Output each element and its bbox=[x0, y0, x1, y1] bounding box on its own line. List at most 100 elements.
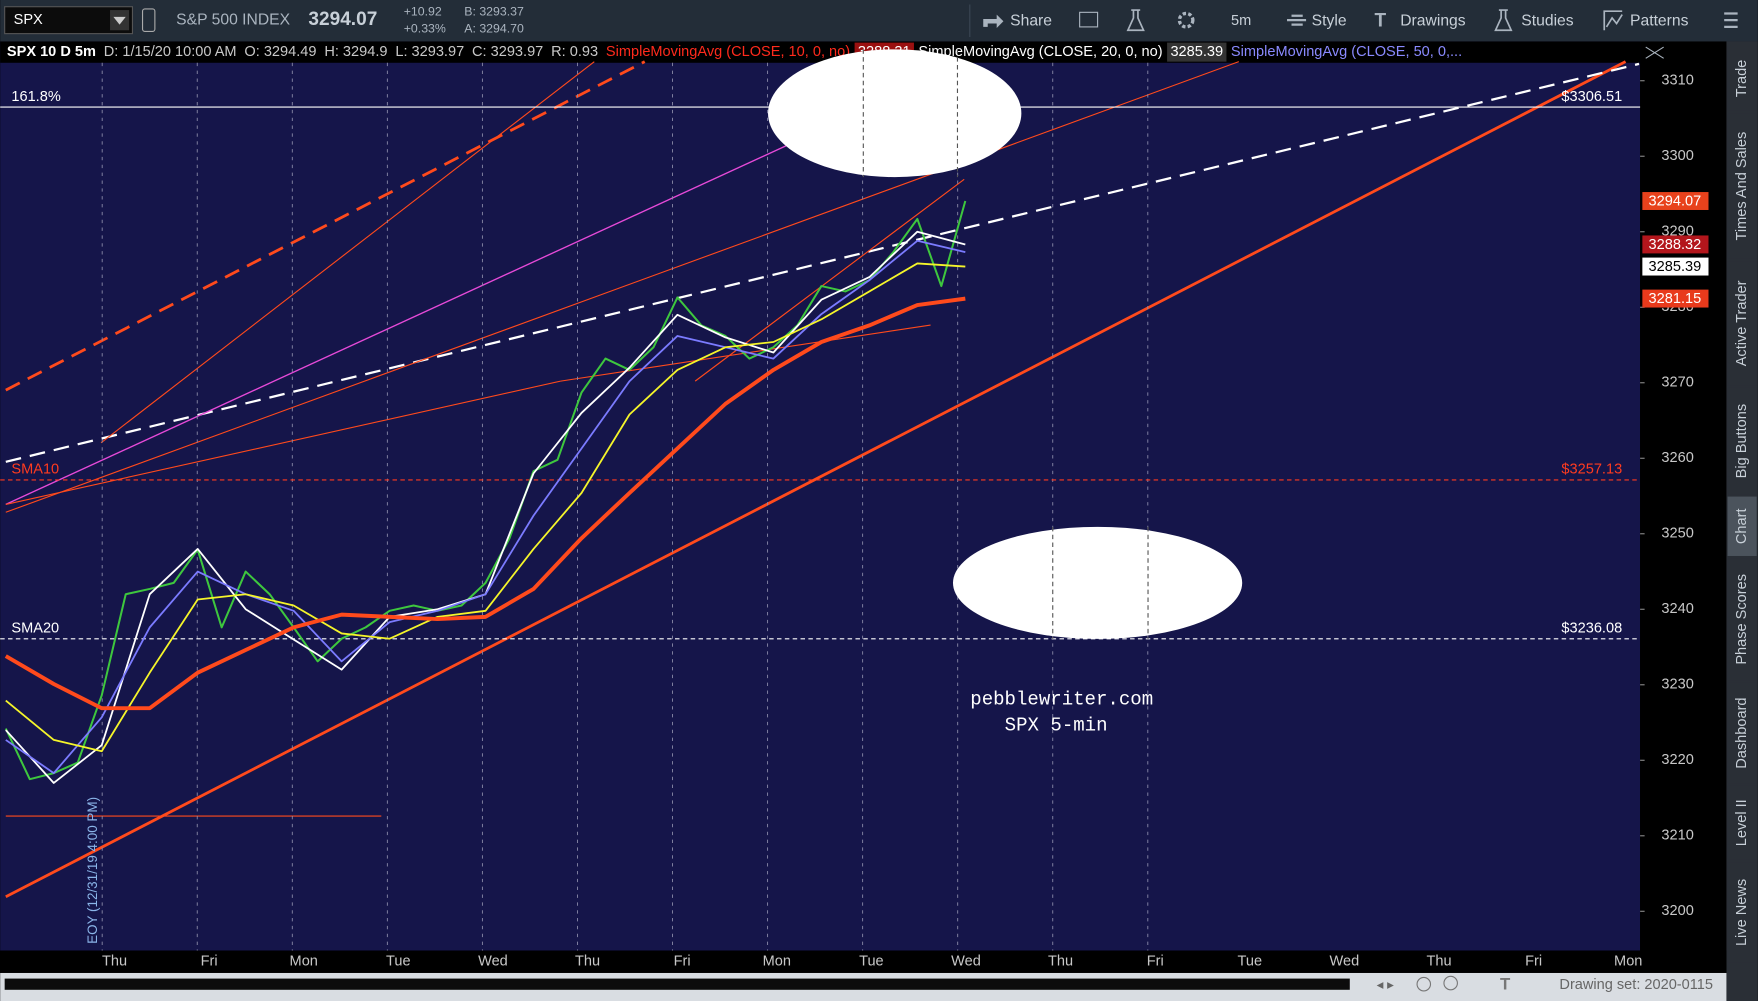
link-icon[interactable] bbox=[141, 8, 156, 32]
x-tick-label: Mon bbox=[290, 954, 318, 970]
style-button[interactable]: Style bbox=[1312, 12, 1347, 29]
symbol: SPX bbox=[14, 12, 43, 28]
x-tick-label: Wed bbox=[478, 954, 508, 970]
x-tick-label: Fri bbox=[1147, 954, 1164, 970]
trendline bbox=[5, 62, 1640, 463]
highlight-ellipse bbox=[952, 526, 1243, 639]
drawings-icon: T bbox=[1374, 10, 1386, 31]
trendline bbox=[5, 60, 1627, 898]
level-price: $3306.51 bbox=[1561, 89, 1622, 105]
y-tick-label: 3260 bbox=[1661, 450, 1693, 466]
scrollbar[interactable] bbox=[4, 978, 1350, 990]
price-tag bbox=[1642, 257, 1709, 276]
studies-button[interactable]: Studies bbox=[1521, 12, 1573, 29]
side-tab-label: Phase Scores bbox=[1734, 574, 1750, 665]
crosshair-icon[interactable] bbox=[1645, 46, 1664, 59]
price-tag-label: 3288.32 bbox=[1649, 237, 1702, 253]
y-tick-label: 3300 bbox=[1661, 148, 1693, 164]
patterns-button[interactable]: Patterns bbox=[1630, 12, 1689, 29]
price-tag-label: 3285.39 bbox=[1649, 259, 1702, 275]
trendline bbox=[5, 61, 1240, 513]
side-tab-label: Trade bbox=[1734, 60, 1750, 98]
side-tab-label: Big Buttons bbox=[1734, 404, 1750, 478]
header-sma20-value: 3285.39 bbox=[1170, 44, 1223, 60]
side-tab[interactable] bbox=[1727, 113, 1757, 259]
side-tab-label: Level II bbox=[1734, 799, 1750, 846]
timeframe-button[interactable]: 5m bbox=[1231, 13, 1251, 29]
side-tab[interactable] bbox=[1727, 45, 1757, 111]
instrument-name: S&P 500 INDEX bbox=[176, 11, 290, 28]
last-price: 3294.07 bbox=[308, 9, 377, 30]
trendline bbox=[5, 60, 646, 392]
price-axis bbox=[1640, 41, 1727, 951]
header-sma50: SimpleMovingAvg (CLOSE, 50, 0,... bbox=[1231, 44, 1462, 60]
series-line bbox=[5, 239, 966, 775]
side-tab[interactable] bbox=[1727, 496, 1757, 556]
pan-icon[interactable] bbox=[1416, 976, 1432, 992]
side-tab[interactable] bbox=[1727, 387, 1757, 495]
levels: 161.8% $3306.51 SMA10 $3257.13 SMA20 $3236.08 bbox=[0, 89, 1641, 640]
side-tab-label: Times And Sales bbox=[1734, 132, 1750, 241]
toolbar bbox=[0, 0, 1758, 42]
share-button[interactable]: Share bbox=[1010, 12, 1052, 29]
price-tag-label: 3294.07 bbox=[1649, 193, 1702, 209]
drawing-set: Drawing set: 2020-0115 bbox=[1559, 977, 1713, 993]
trendline bbox=[560, 324, 931, 382]
side-tab[interactable] bbox=[1727, 785, 1757, 860]
price-tag bbox=[1642, 235, 1709, 254]
side-tab[interactable] bbox=[1727, 862, 1757, 963]
share-icon bbox=[983, 14, 1004, 29]
y-tick-label: 3220 bbox=[1661, 752, 1693, 768]
change-percent: +0.33% bbox=[404, 21, 446, 35]
series-line bbox=[5, 262, 966, 753]
x-tick-label: Wed bbox=[1330, 954, 1360, 970]
side-tab[interactable] bbox=[1727, 682, 1757, 784]
x-tick-label: Mon bbox=[1614, 954, 1642, 970]
studies-icon bbox=[1494, 9, 1513, 32]
header-date: D: 1/15/20 10:00 AM bbox=[104, 44, 237, 60]
header-high: H: 3294.9 bbox=[324, 44, 387, 60]
side-tab-label: Chart bbox=[1734, 508, 1750, 544]
y-tick-label: 3240 bbox=[1661, 601, 1693, 617]
side-tab[interactable] bbox=[1727, 558, 1757, 681]
x-tick-label: Wed bbox=[951, 954, 981, 970]
trendline bbox=[100, 61, 595, 444]
level-label: SMA20 bbox=[11, 621, 59, 637]
y-tick-label: 3310 bbox=[1661, 73, 1693, 89]
price-tag bbox=[1642, 192, 1709, 210]
series-line bbox=[4, 200, 967, 781]
x-tick-label: Tue bbox=[859, 954, 884, 970]
ask: A: 3294.70 bbox=[464, 21, 524, 35]
flask-icon[interactable] bbox=[1126, 9, 1145, 32]
zoom-icon[interactable] bbox=[1443, 975, 1458, 991]
drawings bbox=[5, 60, 1640, 898]
side-tab-label: Dashboard bbox=[1734, 697, 1750, 768]
patterns-icon bbox=[1603, 10, 1623, 31]
y-tick-label: 3250 bbox=[1661, 526, 1693, 542]
menu-icon[interactable] bbox=[1724, 12, 1738, 29]
x-tick-label: Thu bbox=[102, 954, 127, 970]
trendline bbox=[694, 178, 965, 382]
bid: B: 3293.37 bbox=[464, 5, 524, 19]
side-tab[interactable] bbox=[1727, 261, 1757, 386]
plot-area bbox=[0, 41, 1641, 951]
side-tabs: Trade Times And Sales Active Trader Big But… bbox=[1727, 45, 1757, 963]
drawings-button[interactable]: Drawings bbox=[1400, 12, 1466, 29]
eoy-label: EOY (12/31/19 4:00 PM) bbox=[85, 797, 100, 944]
settings-icon[interactable] bbox=[1177, 11, 1195, 29]
level-price: $3236.08 bbox=[1561, 621, 1622, 637]
price-tag-label: 3281.15 bbox=[1649, 291, 1702, 307]
grid-icon[interactable] bbox=[1079, 11, 1099, 28]
drawing-icon: T bbox=[1500, 975, 1511, 994]
y-tick-label: 3270 bbox=[1661, 375, 1693, 391]
scroll-arrows[interactable]: ◂ ▸ bbox=[1377, 977, 1394, 992]
series-line bbox=[4, 296, 966, 711]
x-tick-label: Fri bbox=[1525, 954, 1542, 970]
x-tick-label: Thu bbox=[1048, 954, 1073, 970]
study-header bbox=[0, 41, 1641, 63]
day-separators bbox=[101, 62, 1149, 951]
level-label: SMA10 bbox=[11, 462, 59, 478]
trendline bbox=[5, 380, 561, 505]
x-tick-label: Tue bbox=[1238, 954, 1263, 970]
